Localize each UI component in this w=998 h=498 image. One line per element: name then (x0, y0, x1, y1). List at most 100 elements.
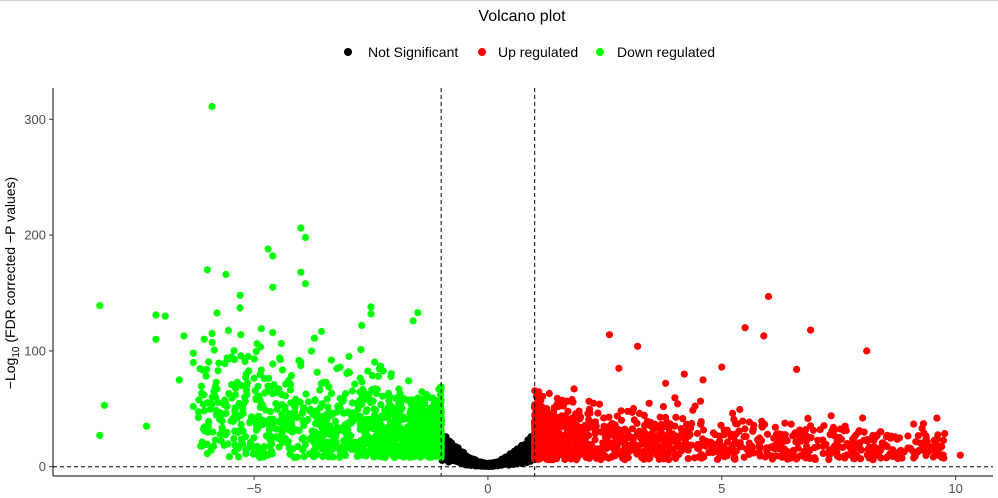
point-up-regulated (571, 424, 579, 432)
point-down-regulated (214, 367, 222, 375)
point-down-regulated (275, 443, 283, 451)
y-axis-label-subscript: 10 (11, 346, 22, 358)
point-down-regulated (413, 432, 421, 440)
point-down-regulated (265, 374, 273, 382)
point-down-regulated (266, 408, 274, 416)
point-down-regulated (259, 401, 267, 409)
point-down-regulated (322, 447, 330, 455)
point-down-regulated (414, 309, 422, 317)
point-down-regulated (375, 365, 384, 373)
point-down-regulated (198, 389, 206, 397)
point-down-regulated (142, 422, 151, 430)
point-up-regulated (758, 422, 766, 430)
point-down-regulated (254, 412, 263, 420)
point-down-regulated (329, 453, 337, 461)
point-up-regulated (937, 452, 945, 460)
point-up-regulated (819, 449, 827, 457)
point-down-regulated (208, 102, 216, 111)
point-up-regulated (633, 429, 642, 437)
point-down-regulated (316, 434, 324, 442)
point-not-significant (513, 446, 521, 454)
point-down-regulated (245, 443, 253, 451)
point-down-regulated (367, 310, 375, 318)
point-down-regulated (369, 422, 377, 430)
point-down-regulated (354, 405, 362, 413)
y-tick-label: 200 (24, 228, 46, 243)
point-down-regulated (250, 374, 258, 382)
point-up-regulated (709, 448, 717, 456)
point-up-regulated (739, 417, 747, 425)
point-down-regulated (235, 444, 243, 452)
point-down-regulated (392, 394, 400, 402)
point-up-regulated (661, 413, 670, 422)
point-down-regulated (284, 438, 292, 446)
point-up-regulated (731, 454, 739, 462)
point-down-regulated (270, 424, 278, 432)
point-down-regulated (381, 425, 389, 433)
point-down-regulated (348, 387, 356, 395)
point-down-regulated (257, 325, 265, 333)
point-up-regulated (635, 409, 644, 417)
point-down-regulated (368, 450, 377, 458)
point-not-significant (448, 441, 456, 449)
point-down-regulated (235, 453, 243, 461)
legend-label-up-regulated: Up regulated (498, 44, 578, 60)
y-axis-label-suffix: (FDR corrected −P values) (2, 177, 18, 347)
point-down-regulated (427, 453, 435, 461)
point-down-regulated (216, 430, 224, 438)
point-up-regulated (540, 411, 549, 419)
point-down-regulated (387, 372, 395, 381)
point-down-regulated (348, 399, 356, 407)
point-up-regulated (859, 414, 867, 422)
point-up-regulated (601, 433, 610, 441)
point-down-regulated (269, 329, 277, 337)
point-up-regulated (720, 426, 728, 434)
point-up-regulated (677, 441, 685, 449)
point-down-regulated (200, 335, 208, 343)
point-up-regulated (672, 413, 680, 421)
point-down-regulated (318, 425, 327, 433)
point-down-regulated (100, 401, 108, 409)
point-down-regulated (333, 408, 341, 416)
point-up-regulated (789, 446, 797, 455)
point-up-regulated (780, 445, 789, 453)
point-up-regulated (645, 399, 653, 407)
point-up-regulated (707, 438, 715, 446)
point-up-regulated (918, 424, 926, 432)
point-down-regulated (286, 380, 295, 389)
point-up-regulated (732, 420, 740, 428)
point-up-regulated (695, 445, 703, 453)
point-down-regulated (266, 432, 274, 440)
point-up-regulated (681, 435, 689, 443)
point-down-regulated (268, 383, 276, 391)
point-down-regulated (409, 317, 417, 325)
point-down-regulated (255, 422, 263, 430)
point-down-regulated (416, 448, 424, 456)
point-down-regulated (217, 437, 225, 445)
point-down-regulated (203, 266, 211, 274)
point-up-regulated (532, 400, 540, 408)
point-up-regulated (636, 448, 644, 456)
point-down-regulated (297, 268, 305, 276)
point-up-regulated (783, 437, 791, 445)
point-up-regulated (697, 420, 705, 428)
point-down-regulated (301, 440, 309, 448)
point-up-regulated (545, 410, 554, 418)
legend-swatch-not-significant (344, 48, 352, 56)
point-up-regulated (586, 409, 594, 417)
point-down-regulated (316, 404, 324, 412)
point-down-regulated (368, 372, 376, 380)
point-up-regulated (671, 394, 679, 402)
point-down-regulated (204, 422, 212, 430)
point-down-regulated (175, 376, 183, 384)
point-up-regulated (554, 423, 562, 431)
point-down-regulated (394, 451, 402, 459)
point-down-regulated (315, 440, 323, 448)
point-up-regulated (914, 432, 922, 440)
point-up-regulated (628, 425, 637, 433)
point-down-regulated (203, 450, 211, 458)
point-down-regulated (324, 429, 332, 438)
point-down-regulated (374, 372, 382, 380)
point-down-regulated (212, 406, 220, 414)
